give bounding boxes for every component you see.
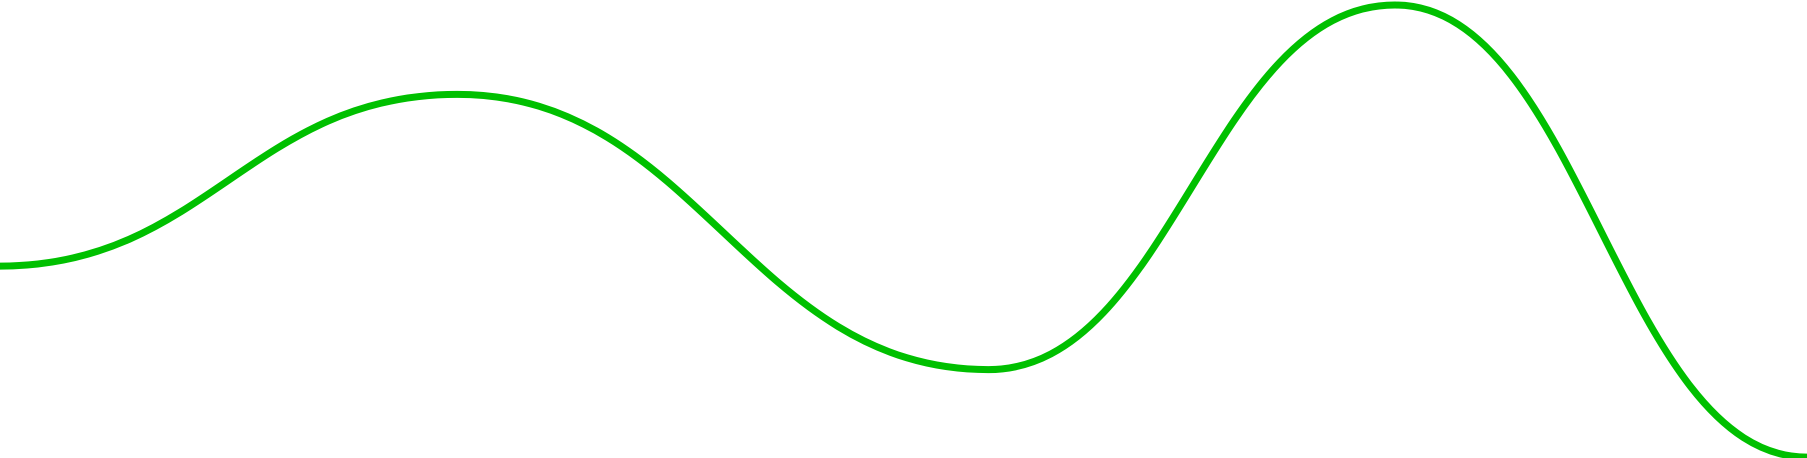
series-line-0 — [0, 1, 1807, 458]
line-chart — [0, 1, 1807, 458]
series-layer — [0, 1, 1807, 458]
